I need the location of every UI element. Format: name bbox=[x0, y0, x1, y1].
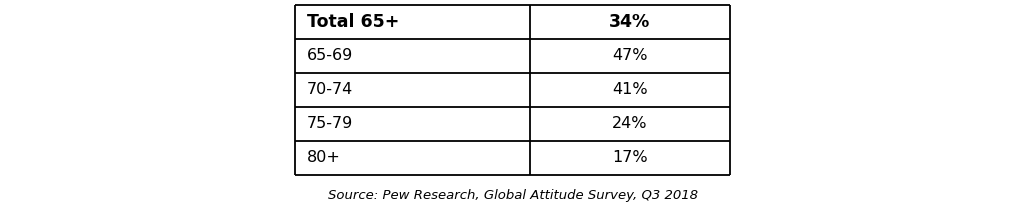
Text: 17%: 17% bbox=[612, 150, 648, 165]
Text: 41%: 41% bbox=[612, 82, 648, 97]
Text: 70-74: 70-74 bbox=[308, 82, 354, 97]
Text: 47%: 47% bbox=[612, 48, 648, 64]
Text: 80+: 80+ bbox=[308, 150, 341, 165]
Text: 75-79: 75-79 bbox=[308, 117, 354, 132]
Text: 65-69: 65-69 bbox=[308, 48, 354, 64]
Text: Total 65+: Total 65+ bbox=[308, 13, 400, 31]
Text: 24%: 24% bbox=[612, 117, 648, 132]
Text: 34%: 34% bbox=[610, 13, 651, 31]
Text: Source: Pew Research, Global Attitude Survey, Q3 2018: Source: Pew Research, Global Attitude Su… bbox=[328, 189, 697, 202]
